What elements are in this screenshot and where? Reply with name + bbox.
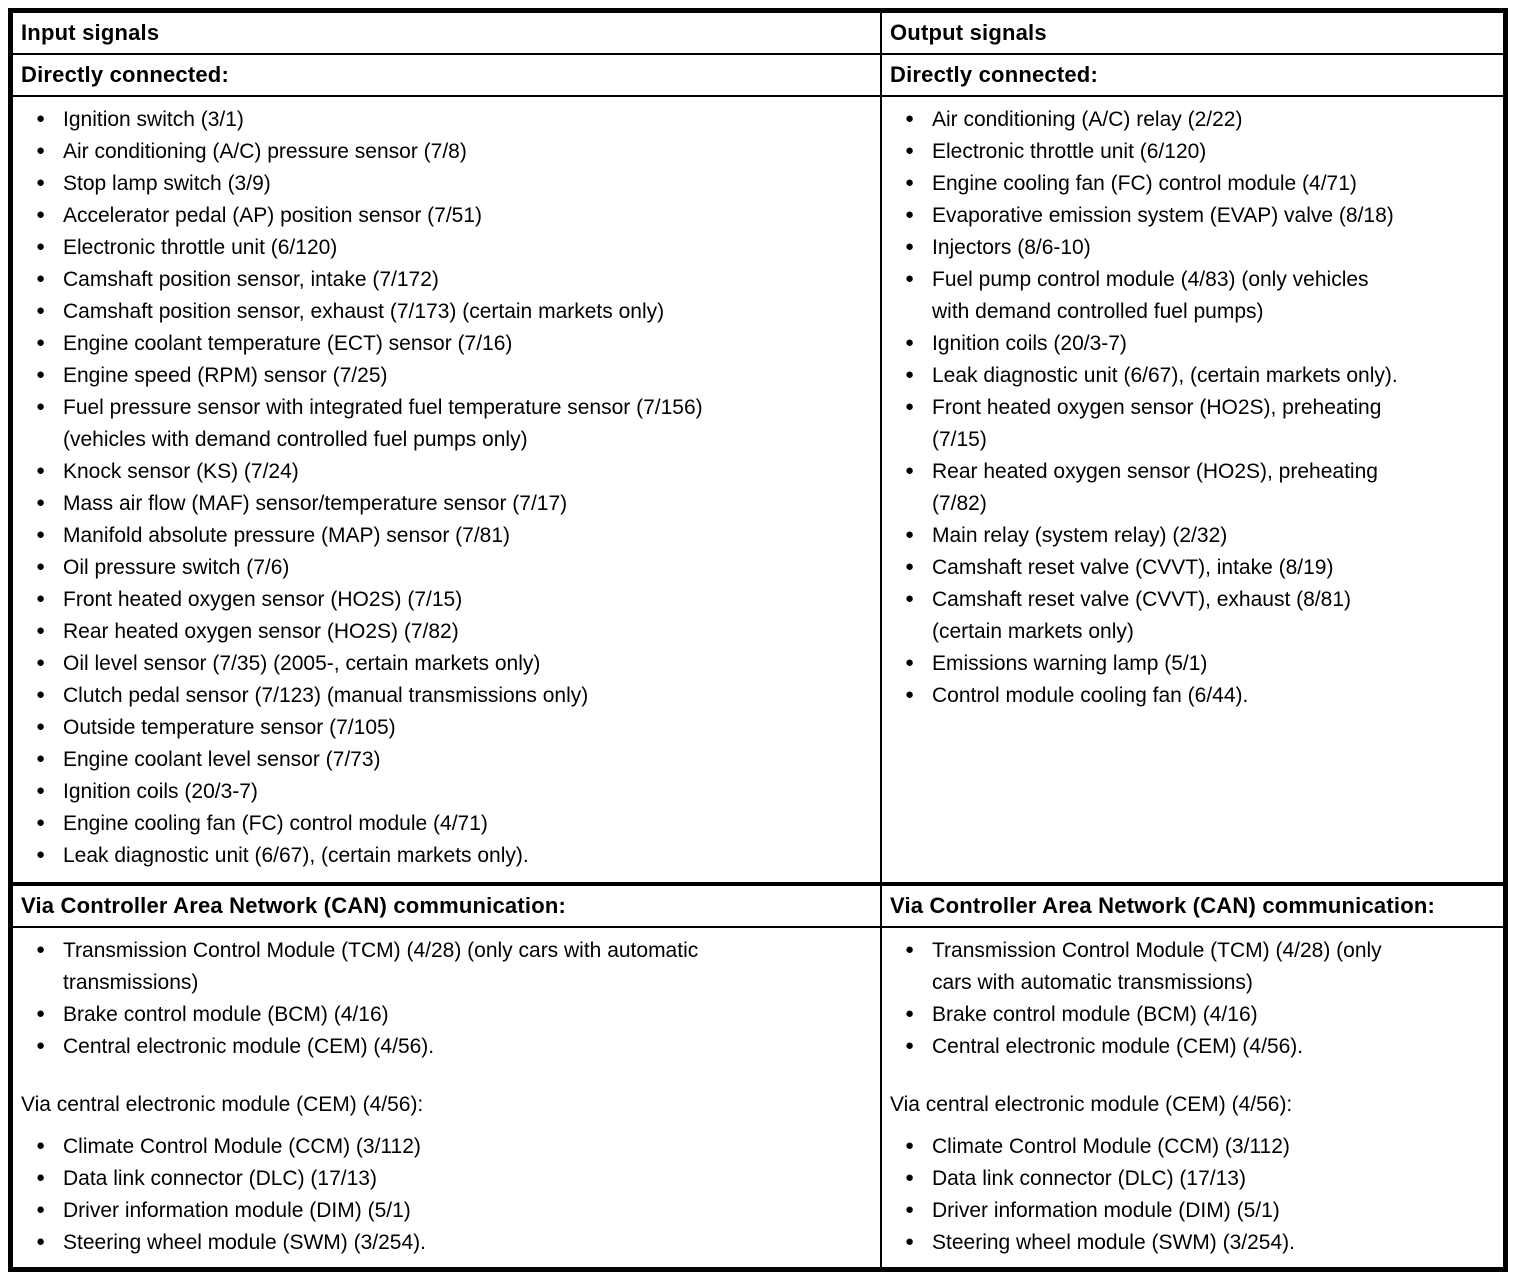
output-directly-connected-heading: Directly connected:	[880, 55, 1503, 97]
list-item: Rear heated oxygen sensor (HO2S) (7/82)	[21, 615, 868, 648]
list-item: Data link connector (DLC) (17/13)	[890, 1162, 1491, 1195]
list-item: Data link connector (DLC) (17/13)	[21, 1162, 868, 1195]
input-via-cem-list: Climate Control Module (CCM) (3/112)Data…	[21, 1130, 868, 1259]
signal-table: Input signals Output signals Directly co…	[8, 8, 1508, 1272]
list-item: Fuel pressure sensor with integrated fue…	[21, 391, 868, 456]
list-item: Driver information module (DIM) (5/1)	[890, 1194, 1491, 1227]
list-item: Main relay (system relay) (2/32)	[890, 519, 1491, 552]
list-item: Ignition switch (3/1)	[21, 103, 868, 136]
output-directly-connected-cell: Air conditioning (A/C) relay (2/22)Elect…	[880, 97, 1503, 882]
input-directly-connected-list: Ignition switch (3/1)Air conditioning (A…	[21, 103, 868, 872]
list-item: Engine speed (RPM) sensor (7/25)	[21, 359, 868, 392]
input-directly-connected-cell: Ignition switch (3/1)Air conditioning (A…	[13, 97, 880, 882]
list-item: Engine coolant temperature (ECT) sensor …	[21, 327, 868, 360]
list-item: Steering wheel module (SWM) (3/254).	[890, 1226, 1491, 1259]
list-item: Transmission Control Module (TCM) (4/28)…	[890, 934, 1491, 999]
output-signals-header: Output signals	[880, 13, 1503, 55]
input-directly-connected-heading: Directly connected:	[13, 55, 880, 97]
input-signals-header: Input signals	[13, 13, 880, 55]
list-item: Engine cooling fan (FC) control module (…	[890, 167, 1491, 200]
list-item: Engine coolant level sensor (7/73)	[21, 743, 868, 776]
list-item: Oil level sensor (7/35) (2005-, certain …	[21, 647, 868, 680]
output-can-list: Transmission Control Module (TCM) (4/28)…	[890, 934, 1491, 1063]
list-item: Climate Control Module (CCM) (3/112)	[890, 1130, 1491, 1163]
list-item: Injectors (8/6-10)	[890, 231, 1491, 264]
list-item: Front heated oxygen sensor (HO2S), prehe…	[890, 391, 1491, 456]
list-item: Rear heated oxygen sensor (HO2S), prehea…	[890, 455, 1491, 520]
list-item: Air conditioning (A/C) relay (2/22)	[890, 103, 1491, 136]
list-item: Mass air flow (MAF) sensor/temperature s…	[21, 487, 868, 520]
list-item: Air conditioning (A/C) pressure sensor (…	[21, 135, 868, 168]
list-item: Evaporative emission system (EVAP) valve…	[890, 199, 1491, 232]
list-item: Accelerator pedal (AP) position sensor (…	[21, 199, 868, 232]
list-item: Manifold absolute pressure (MAP) sensor …	[21, 519, 868, 552]
input-can-heading: Via Controller Area Network (CAN) commun…	[13, 882, 880, 928]
list-item: Camshaft reset valve (CVVT), intake (8/1…	[890, 551, 1491, 584]
list-item: Camshaft position sensor, intake (7/172)	[21, 263, 868, 296]
list-item: Outside temperature sensor (7/105)	[21, 711, 868, 744]
output-directly-connected-list: Air conditioning (A/C) relay (2/22)Elect…	[890, 103, 1491, 712]
list-item: Control module cooling fan (6/44).	[890, 679, 1491, 712]
list-item: Oil pressure switch (7/6)	[21, 551, 868, 584]
list-item: Central electronic module (CEM) (4/56).	[21, 1030, 868, 1063]
list-item: Clutch pedal sensor (7/123) (manual tran…	[21, 679, 868, 712]
list-item: Driver information module (DIM) (5/1)	[21, 1194, 868, 1227]
list-item: Ignition coils (20/3-7)	[21, 775, 868, 808]
input-can-cell: Transmission Control Module (TCM) (4/28)…	[13, 928, 880, 1267]
list-item: Knock sensor (KS) (7/24)	[21, 455, 868, 488]
list-item: Front heated oxygen sensor (HO2S) (7/15)	[21, 583, 868, 616]
output-can-heading: Via Controller Area Network (CAN) commun…	[880, 882, 1503, 928]
list-item: Camshaft position sensor, exhaust (7/173…	[21, 295, 868, 328]
list-item: Brake control module (BCM) (4/16)	[21, 998, 868, 1031]
list-item: Engine cooling fan (FC) control module (…	[21, 807, 868, 840]
list-item: Stop lamp switch (3/9)	[21, 167, 868, 200]
output-via-cem-list: Climate Control Module (CCM) (3/112)Data…	[890, 1130, 1491, 1259]
output-can-cell: Transmission Control Module (TCM) (4/28)…	[880, 928, 1503, 1267]
list-item: Ignition coils (20/3-7)	[890, 327, 1491, 360]
list-item: Central electronic module (CEM) (4/56).	[890, 1030, 1491, 1063]
list-item: Electronic throttle unit (6/120)	[890, 135, 1491, 168]
list-item: Electronic throttle unit (6/120)	[21, 231, 868, 264]
list-item: Camshaft reset valve (CVVT), exhaust (8/…	[890, 583, 1491, 648]
list-item: Leak diagnostic unit (6/67), (certain ma…	[21, 839, 868, 872]
input-via-cem-heading: Via central electronic module (CEM) (4/5…	[21, 1093, 424, 1116]
list-item: Leak diagnostic unit (6/67), (certain ma…	[890, 359, 1491, 392]
output-via-cem-heading: Via central electronic module (CEM) (4/5…	[890, 1093, 1293, 1116]
list-item: Steering wheel module (SWM) (3/254).	[21, 1226, 868, 1259]
list-item: Fuel pump control module (4/83) (only ve…	[890, 263, 1491, 328]
list-item: Emissions warning lamp (5/1)	[890, 647, 1491, 680]
list-item: Brake control module (BCM) (4/16)	[890, 998, 1491, 1031]
list-item: Climate Control Module (CCM) (3/112)	[21, 1130, 868, 1163]
list-item: Transmission Control Module (TCM) (4/28)…	[21, 934, 868, 999]
input-can-list: Transmission Control Module (TCM) (4/28)…	[21, 934, 868, 1063]
